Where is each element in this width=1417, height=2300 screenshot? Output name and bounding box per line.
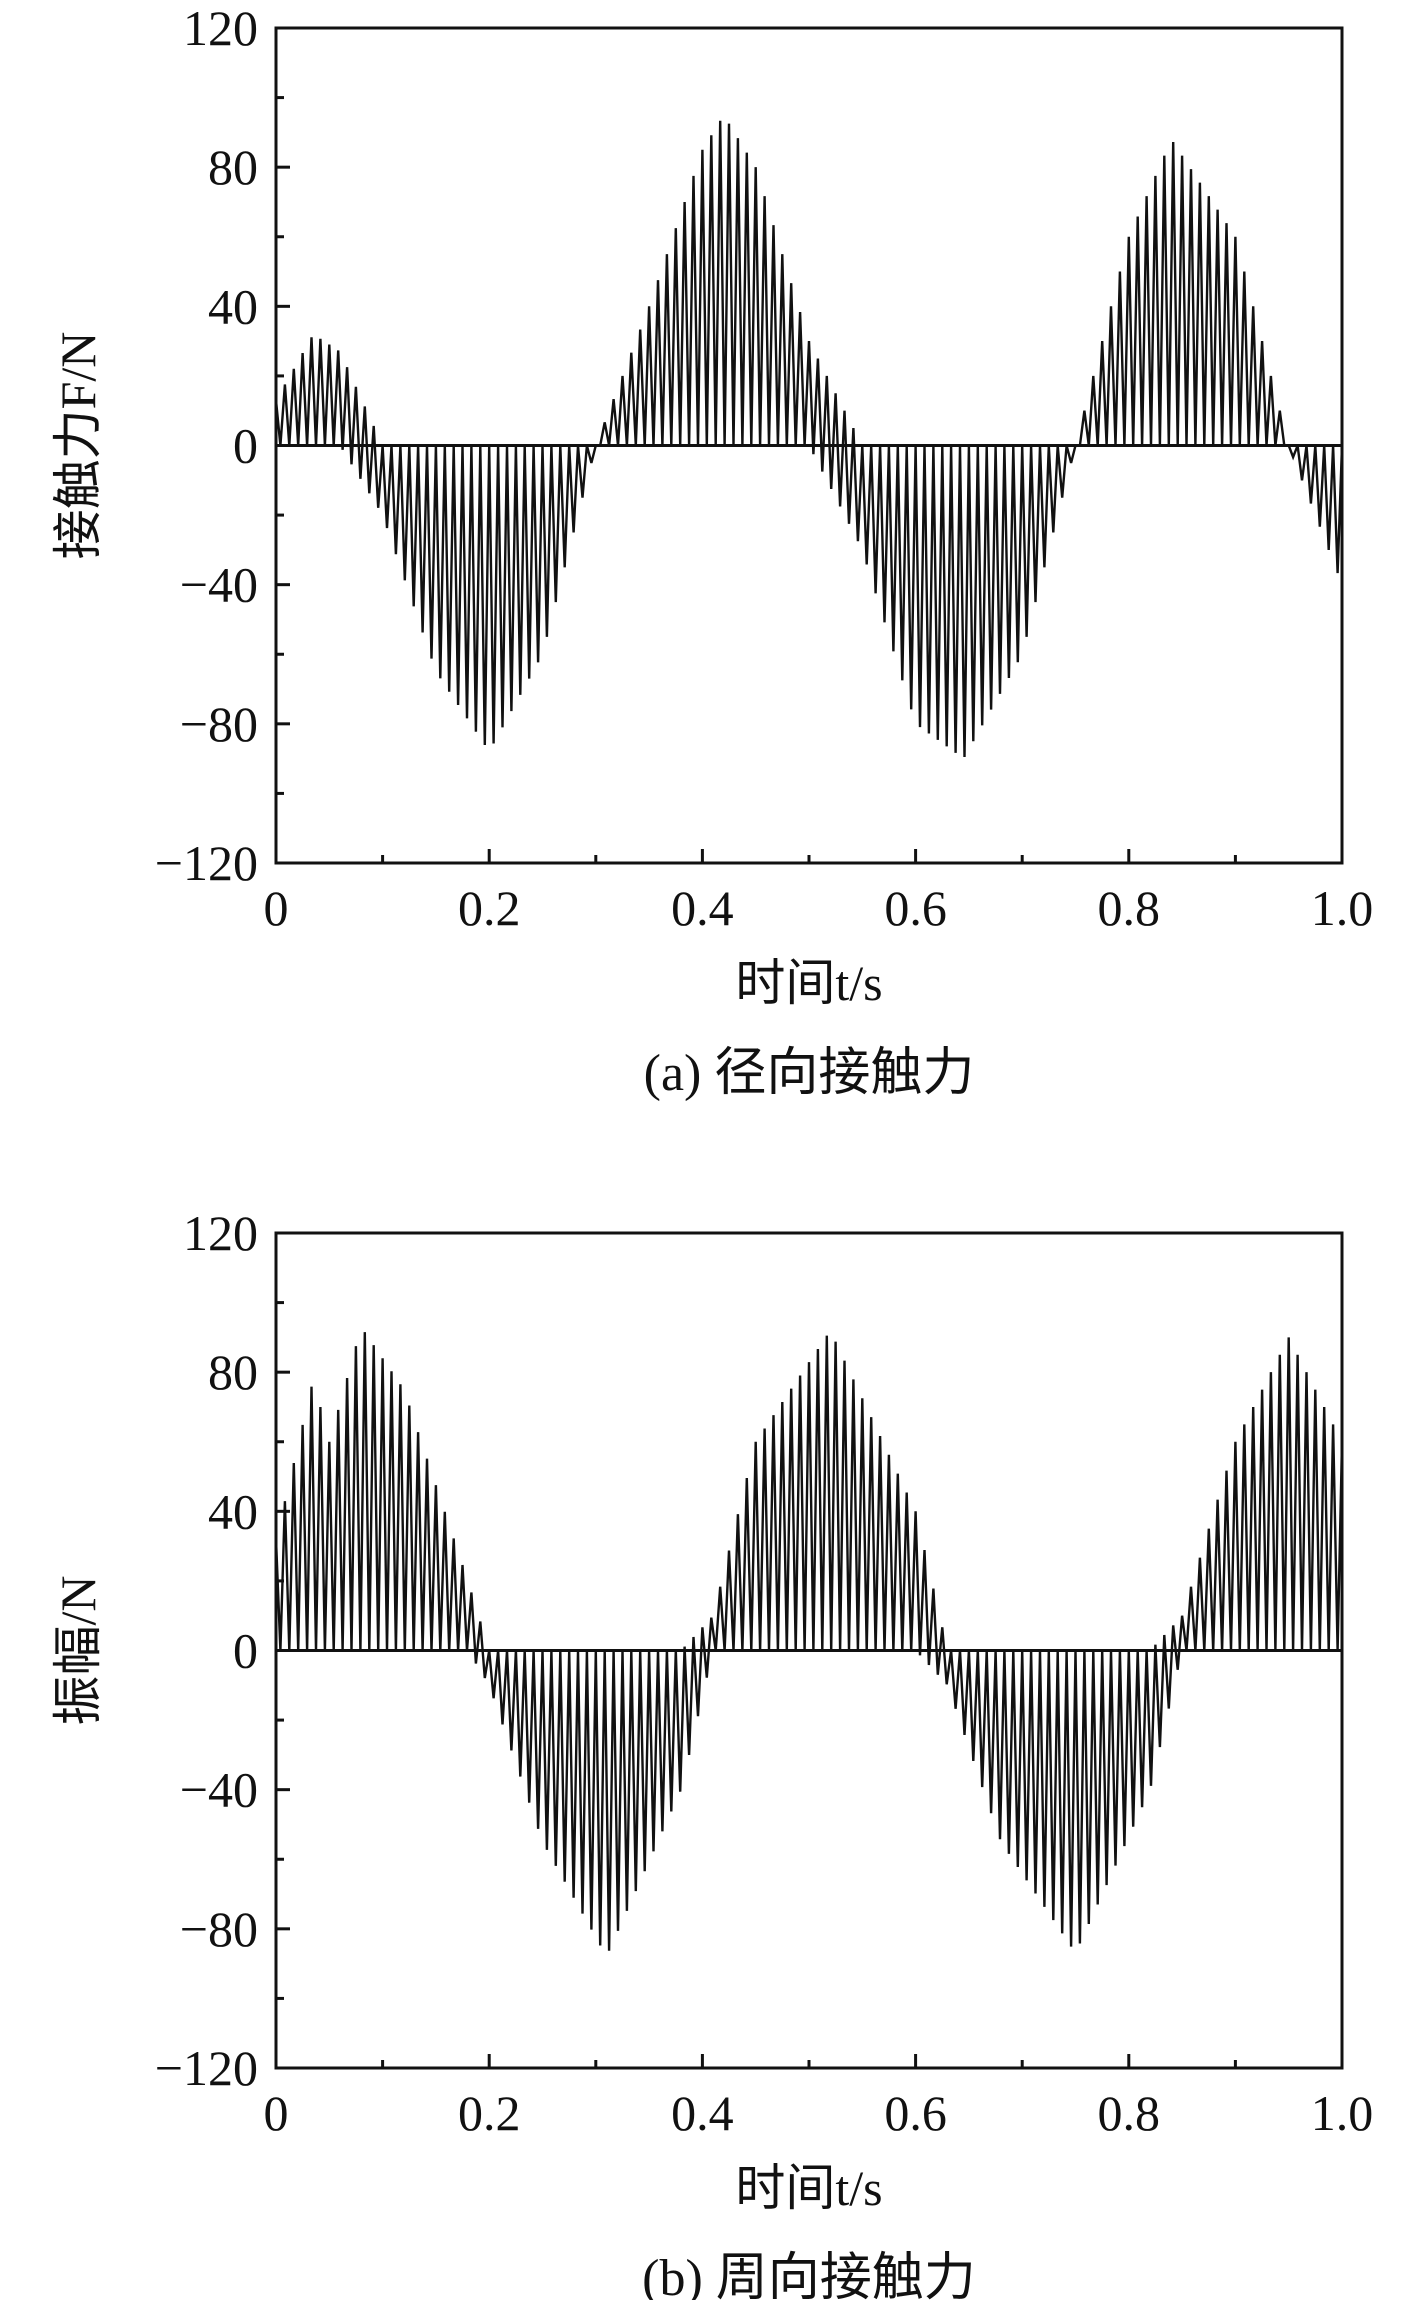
y-tick-label: 40 (208, 1483, 258, 1539)
x-tick-label: 0.6 (884, 880, 947, 936)
y-axis-label-a: 接触力F/N (50, 332, 106, 560)
y-tick-label: 120 (183, 0, 258, 56)
caption-b: (b) 周向接触力 (642, 2250, 976, 2300)
tick-group-a: 0 0.2 0.4 0.6 0.8 1.0 −120 −80 −40 0 40 80 120 (155, 0, 1373, 936)
y-tick-label: 120 (183, 1205, 258, 1261)
x-tick-label: 0.4 (671, 880, 734, 936)
y-tick-label: −80 (180, 1901, 258, 1957)
y-tick-label: 0 (233, 418, 258, 474)
chart-panel-b: 0 0.2 0.4 0.6 0.8 1.0 −120 −80 −40 0 40 80 120 时间t/s… (50, 1205, 1373, 2300)
plot-area-a (274, 120, 1344, 758)
y-tick-label: 80 (208, 139, 258, 195)
x-tick-label: 0.2 (458, 2085, 521, 2141)
y-tick-label: −40 (180, 557, 258, 613)
x-tick-label: 0 (264, 2085, 289, 2141)
y-tick-label: 80 (208, 1344, 258, 1400)
y-tick-label: −80 (180, 696, 258, 752)
x-tick-label: 0.2 (458, 880, 521, 936)
x-tick-label: 0.6 (884, 2085, 947, 2141)
x-tick-label: 1.0 (1311, 880, 1374, 936)
y-tick-label: 40 (208, 278, 258, 334)
chart-panel-a: 0 0.2 0.4 0.6 0.8 1.0 −120 −80 −40 0 40 80 120 时间t/s… (50, 0, 1373, 1102)
x-axis-label-b: 时间t/s (735, 2160, 882, 2216)
y-tick-label: −120 (155, 2040, 258, 2096)
x-axis-label-a: 时间t/s (735, 955, 882, 1011)
plot-area-b (274, 1332, 1344, 1951)
y-tick-label: −40 (180, 1762, 258, 1818)
x-tick-label: 0 (264, 880, 289, 936)
y-tick-label: −120 (155, 835, 258, 891)
x-tick-label: 0.4 (671, 2085, 734, 2141)
series-line-0-0 (274, 120, 1344, 758)
series-line-1-0 (274, 1332, 1344, 1951)
y-axis-label-b: 振幅/N (50, 1576, 106, 1726)
x-tick-label: 0.8 (1098, 2085, 1161, 2141)
y-tick-label: 0 (233, 1623, 258, 1679)
caption-a: (a) 径向接触力 (644, 1045, 975, 1102)
x-tick-label: 0.8 (1098, 880, 1161, 936)
x-tick-label: 1.0 (1311, 2085, 1374, 2141)
tick-group-b: 0 0.2 0.4 0.6 0.8 1.0 −120 −80 −40 0 40 80 120 (155, 1205, 1373, 2141)
